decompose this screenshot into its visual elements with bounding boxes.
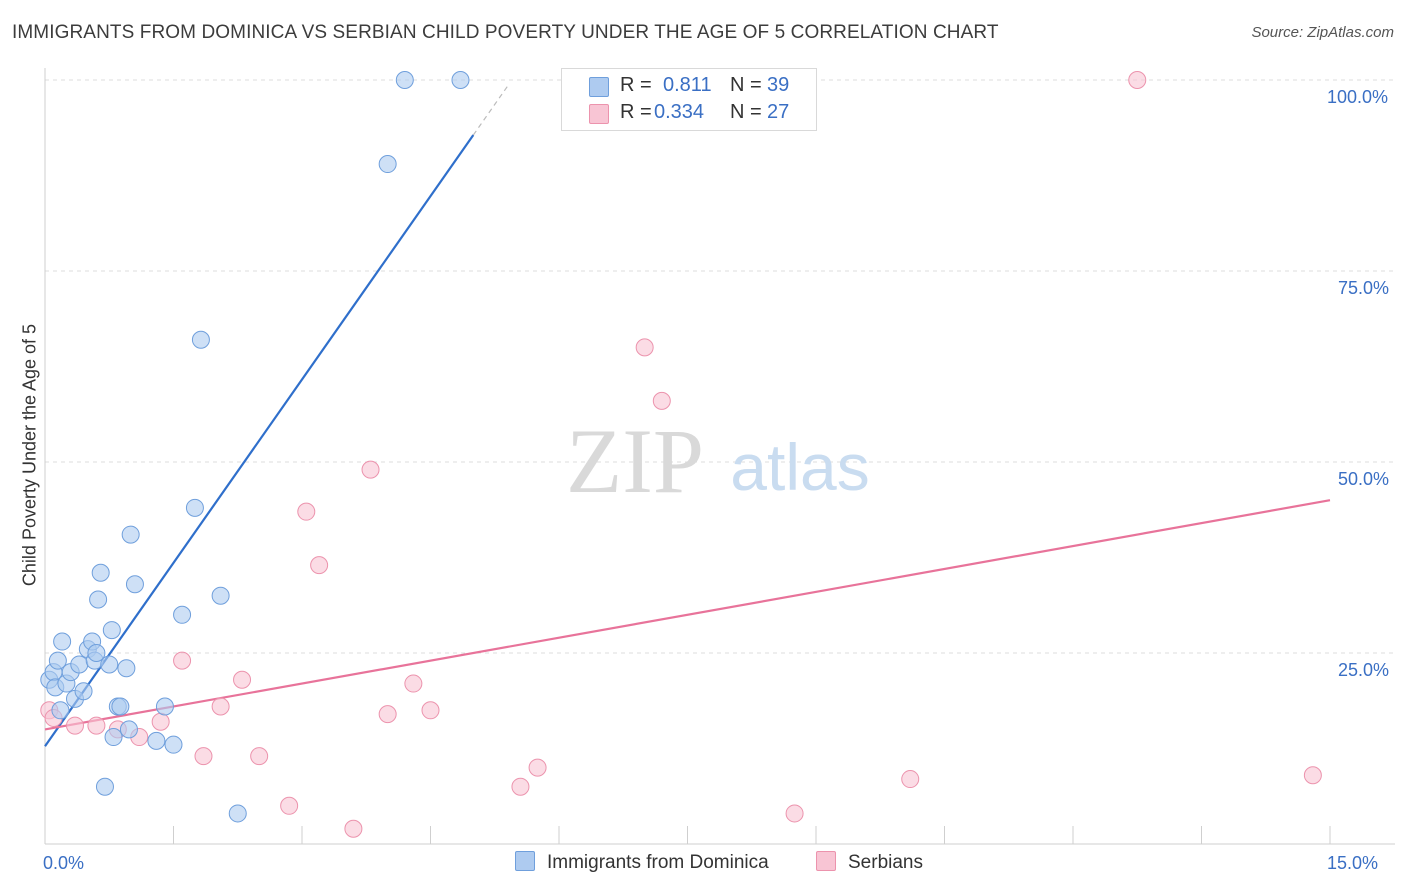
correlation-legend: R = 0.811 N = 39 R = 0.334 N = 27 bbox=[561, 68, 817, 131]
point-dominica bbox=[51, 701, 70, 720]
point-serbians bbox=[310, 556, 329, 575]
point-serbians bbox=[785, 804, 804, 823]
point-serbians bbox=[1303, 766, 1322, 785]
point-serbians bbox=[151, 712, 170, 731]
point-serbians bbox=[404, 674, 423, 693]
point-dominica bbox=[121, 525, 140, 544]
y-tick-label-75: 75.0% bbox=[1338, 278, 1390, 298]
point-serbians bbox=[211, 697, 230, 716]
point-dominica bbox=[100, 655, 119, 674]
point-serbians bbox=[344, 819, 363, 838]
grid-lines bbox=[45, 79, 1395, 654]
bottom-legend-label-serbians: Serbians bbox=[848, 852, 923, 873]
bottom-legend-label-dominica: Immigrants from Dominica bbox=[547, 852, 769, 873]
point-serbians bbox=[297, 502, 316, 521]
legend-r-value: 0.811 bbox=[663, 74, 712, 96]
point-dominica bbox=[89, 590, 108, 609]
point-serbians bbox=[652, 391, 671, 410]
point-dominica bbox=[102, 621, 121, 640]
point-dominica bbox=[164, 735, 183, 754]
point-serbians bbox=[65, 716, 84, 735]
bottom-legend-serbians: Serbians bbox=[816, 851, 923, 874]
point-serbians bbox=[528, 758, 547, 777]
point-dominica bbox=[125, 575, 144, 594]
point-dominica bbox=[451, 71, 470, 89]
watermark-atlas: atlas bbox=[730, 430, 869, 504]
point-serbians bbox=[511, 777, 530, 796]
legend-n-value: 39 bbox=[767, 74, 790, 96]
point-dominica bbox=[185, 498, 204, 517]
point-serbians bbox=[361, 460, 380, 479]
point-dominica bbox=[104, 728, 123, 747]
legend-swatch-serbians bbox=[589, 104, 609, 124]
legend-n-label: N = bbox=[730, 101, 762, 123]
point-dominica bbox=[87, 644, 106, 662]
point-dominica bbox=[95, 777, 114, 796]
trend-lines bbox=[44, 85, 1331, 747]
point-serbians bbox=[233, 670, 252, 689]
point-serbians bbox=[1128, 71, 1147, 89]
point-serbians bbox=[901, 770, 920, 789]
chart-title: IMMIGRANTS FROM DOMINICA VS SERBIAN CHIL… bbox=[12, 22, 999, 43]
legend-swatch-dominica bbox=[589, 77, 609, 97]
point-serbians bbox=[194, 747, 213, 766]
data-points bbox=[40, 71, 1322, 838]
point-dominica bbox=[119, 720, 138, 739]
point-serbians bbox=[87, 716, 106, 735]
point-dominica bbox=[228, 804, 247, 823]
bottom-legend-dominica: Immigrants from Dominica bbox=[515, 851, 769, 874]
point-dominica bbox=[70, 655, 89, 674]
y-tick-label-50: 50.0% bbox=[1338, 469, 1390, 489]
legend-r-label: R = bbox=[620, 101, 652, 123]
point-serbians bbox=[280, 796, 299, 815]
watermark-zip: ZIP bbox=[566, 410, 704, 512]
point-serbians bbox=[250, 747, 269, 766]
point-dominica bbox=[91, 563, 110, 582]
point-dominica bbox=[395, 71, 414, 89]
point-dominica bbox=[74, 682, 93, 701]
point-dominica bbox=[155, 697, 174, 716]
point-dominica bbox=[48, 651, 67, 670]
legend-n-value: 27 bbox=[767, 101, 790, 123]
point-serbians bbox=[635, 338, 654, 357]
legend-n-label: N = bbox=[730, 74, 762, 96]
legend-r-value: 0.334 bbox=[654, 101, 705, 123]
legend-row-serbians: R = 0.334 N = 27 bbox=[562, 101, 816, 127]
legend-row-dominica: R = 0.811 N = 39 bbox=[562, 74, 816, 100]
y-axis-label: Child Poverty Under the Age of 5 bbox=[19, 323, 40, 587]
point-dominica bbox=[147, 731, 166, 750]
point-serbians bbox=[173, 651, 192, 670]
point-dominica bbox=[53, 632, 72, 651]
bottom-legend-swatch-serbians bbox=[816, 851, 836, 871]
trend-line-extension bbox=[472, 85, 509, 136]
legend-r-label: R = bbox=[620, 74, 652, 96]
bottom-legend-swatch-dominica bbox=[515, 851, 535, 871]
point-dominica bbox=[173, 605, 192, 624]
point-dominica bbox=[211, 586, 230, 605]
trend-line-serbians bbox=[44, 499, 1331, 731]
point-dominica bbox=[111, 697, 130, 716]
point-serbians bbox=[378, 705, 397, 724]
point-dominica bbox=[191, 330, 210, 349]
y-tick-label-100: 100.0% bbox=[1327, 87, 1389, 107]
point-dominica bbox=[117, 659, 136, 678]
chart-source: Source: ZipAtlas.com bbox=[1251, 24, 1394, 41]
x-tick-label-min: 0.0% bbox=[43, 853, 85, 873]
trend-line-dominica bbox=[44, 134, 475, 747]
point-serbians bbox=[421, 701, 440, 720]
point-dominica bbox=[378, 155, 397, 174]
y-tick-label-25: 25.0% bbox=[1338, 660, 1390, 680]
x-tick-label-max: 15.0% bbox=[1327, 853, 1379, 873]
